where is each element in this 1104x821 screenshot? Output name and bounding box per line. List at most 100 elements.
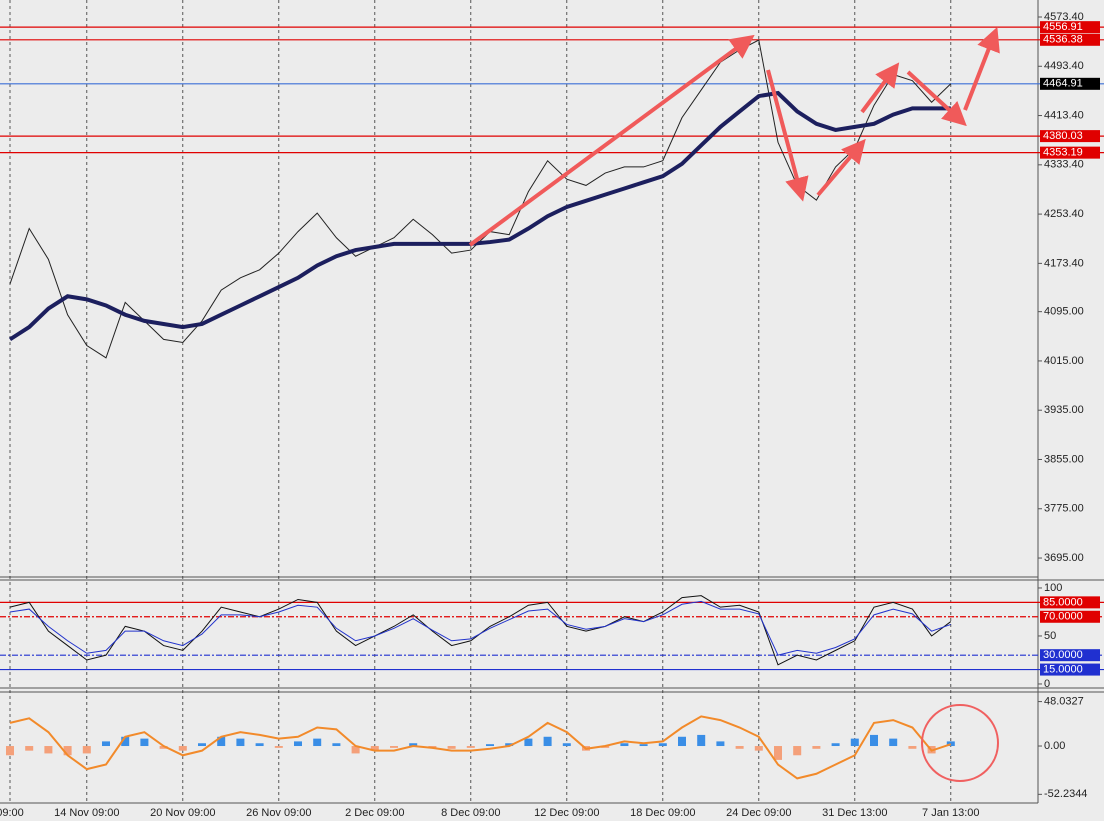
level-label-box: [1040, 21, 1100, 34]
y-tick-label: 4015.00: [1044, 355, 1084, 367]
x-tick-label: 7 Jan 13:00: [922, 807, 980, 819]
x-tick-label: 31 Dec 13:00: [822, 807, 887, 819]
histogram-bar: [313, 738, 322, 747]
series-line: [9, 600, 951, 656]
histogram-bar: [812, 746, 821, 749]
arrow: [816, 138, 866, 197]
histogram-bar: [198, 743, 206, 747]
histogram-bar: [850, 738, 859, 747]
histogram-bar: [409, 743, 418, 747]
y-tick-label: 3855.00: [1044, 453, 1084, 465]
level-label: 4353.19: [1043, 147, 1083, 159]
level-label-box: [1040, 596, 1100, 609]
x-tick-label: 09:00: [0, 807, 24, 819]
x-tick-label: 12 Dec 09:00: [534, 807, 599, 819]
y-tick-label: 4253.40: [1044, 208, 1084, 220]
y-tick-label: 4095.00: [1044, 306, 1084, 318]
level-label: 85.0000: [1043, 596, 1083, 608]
y-tick-label: 4173.40: [1044, 257, 1084, 269]
x-tick-label: 24 Dec 09:00: [726, 807, 791, 819]
histogram-bar: [390, 746, 398, 748]
level-label-box: [1040, 610, 1100, 623]
histogram-bar: [735, 746, 744, 749]
histogram-bar: [255, 743, 264, 747]
y-tick-label: 100: [1044, 582, 1062, 594]
histogram-bar: [332, 743, 341, 747]
histogram-bar: [524, 738, 533, 747]
histogram-bar: [870, 734, 878, 747]
histogram-bar: [6, 746, 14, 756]
histogram-bar: [102, 741, 110, 747]
histogram-bar: [140, 738, 149, 747]
x-tick-label: 18 Dec 09:00: [630, 807, 695, 819]
level-label: 15.0000: [1043, 663, 1083, 675]
level-label-box: [1040, 77, 1100, 90]
y-tick-label: 4413.40: [1044, 109, 1084, 121]
histogram-bar: [774, 746, 782, 760]
histogram-bar: [236, 738, 245, 747]
level-label: 70.0000: [1043, 611, 1083, 623]
level-label: 4380.03: [1043, 130, 1083, 142]
histogram-bar: [639, 744, 648, 747]
level-label-box: [1040, 663, 1100, 676]
annotations: [468, 26, 1000, 247]
level-label: 30.0000: [1043, 649, 1083, 661]
histogram-bar: [543, 736, 552, 747]
histogram-bar: [562, 743, 571, 747]
y-tick-label: 48.0327: [1044, 695, 1084, 707]
histogram-bar: [620, 743, 629, 747]
x-tick-label: 26 Nov 09:00: [246, 807, 311, 819]
histogram-bar: [82, 746, 91, 754]
histogram-bar: [25, 746, 34, 751]
arrow: [860, 62, 900, 114]
arrow: [766, 69, 809, 202]
y-tick-label: 4333.40: [1044, 159, 1084, 171]
histogram-bar: [44, 746, 53, 754]
histogram-bar: [121, 736, 130, 747]
histogram-bar: [63, 746, 72, 756]
histogram-bar: [178, 746, 187, 751]
x-tick-label: 2 Dec 09:00: [345, 807, 404, 819]
level-label: 4536.38: [1043, 34, 1083, 46]
series-line: [8, 90, 951, 342]
level-label-box: [1040, 33, 1100, 46]
y-tick-label: 4493.40: [1044, 60, 1084, 72]
y-tick-label: 0: [1044, 678, 1050, 690]
histogram-bar: [466, 746, 475, 748]
level-label: 4556.91: [1043, 21, 1083, 33]
histogram-bar: [159, 746, 168, 749]
x-tick-label: 20 Nov 09:00: [150, 807, 215, 819]
arrow: [468, 34, 755, 247]
histogram-bar: [678, 736, 686, 747]
histogram-bar: [370, 746, 379, 751]
arrow: [963, 26, 1000, 111]
histogram-bar: [697, 734, 706, 747]
y-tick-label: 3695.00: [1044, 552, 1084, 564]
x-tick-label: 8 Dec 09:00: [441, 807, 500, 819]
level-label: 4464.91: [1043, 78, 1083, 90]
histogram-bar: [716, 741, 725, 747]
level-label-box: [1040, 130, 1100, 143]
level-label-box: [1040, 146, 1100, 159]
x-tick-label: 14 Nov 09:00: [54, 807, 119, 819]
histogram-bar: [351, 746, 360, 754]
histogram-bar: [486, 744, 494, 747]
y-tick-label: 3935.00: [1044, 404, 1084, 416]
series-line: [9, 715, 952, 780]
arrow: [906, 70, 967, 127]
level-label-box: [1040, 649, 1100, 662]
histogram-bar: [908, 746, 917, 749]
histogram-bar: [831, 743, 840, 747]
histogram-bar: [294, 741, 302, 747]
y-tick-label: 50: [1044, 630, 1056, 642]
histogram-bar: [946, 741, 955, 747]
histogram-bar: [754, 746, 763, 751]
highlight-circle: [921, 704, 999, 782]
histogram-bar: [889, 738, 898, 747]
y-tick-label: -52.2344: [1044, 788, 1087, 800]
histogram-bar: [658, 743, 667, 747]
histogram-bar: [274, 746, 283, 748]
